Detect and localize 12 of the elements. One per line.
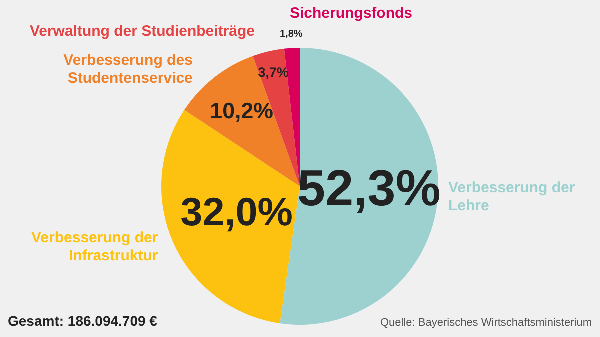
slice-label: Verwaltung der Studienbeiträge	[30, 23, 255, 40]
slice-label: Sicherungsfonds	[290, 5, 413, 22]
data-label: 10,2%	[210, 98, 274, 124]
data-label: 3,7%	[258, 64, 289, 80]
slice-label: Verbesserung der Lehre	[448, 179, 576, 214]
slice-label: Verbesserung des Studentenservice	[64, 52, 193, 87]
slice-label: Verbesserung der Infrastruktur	[32, 229, 158, 264]
text: Gesamt: 186.094.709 €	[8, 313, 158, 329]
data-label: 32,0%	[180, 190, 293, 235]
source-note: Quelle: Bayerisches Wirtschaftsministerium	[380, 317, 592, 329]
data-label: 1,8%	[280, 28, 303, 40]
data-label: 52,3%	[297, 159, 441, 216]
